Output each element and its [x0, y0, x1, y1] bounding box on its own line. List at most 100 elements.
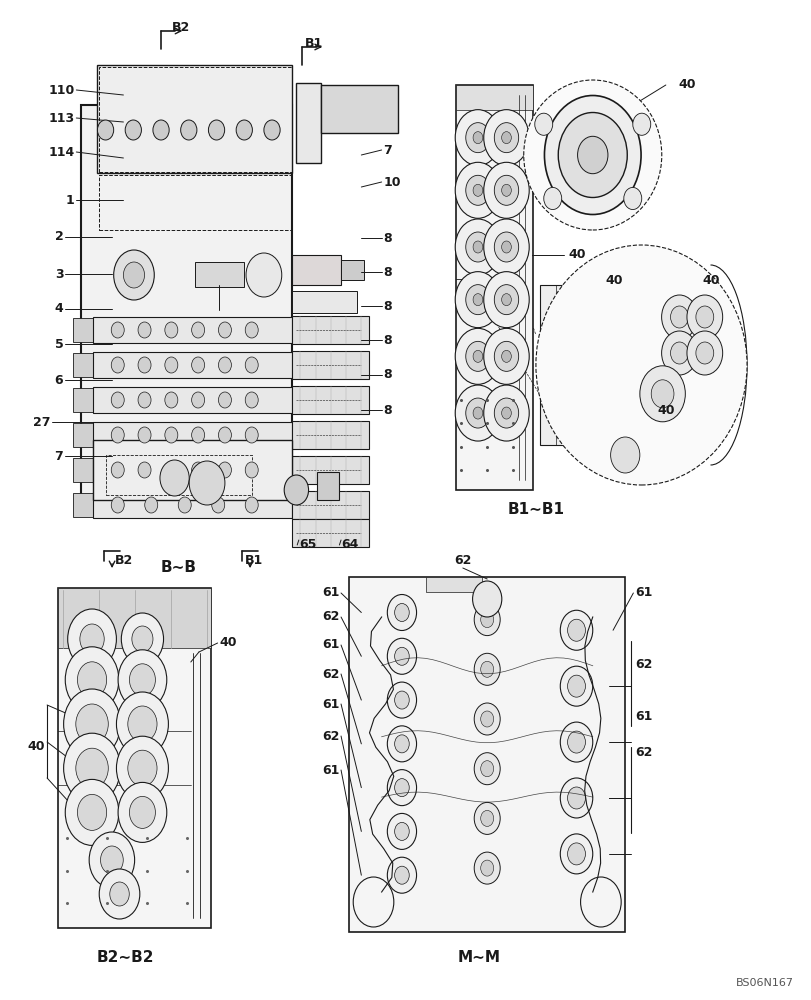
- Text: B1: B1: [244, 554, 262, 567]
- Bar: [349, 577, 624, 932]
- Text: 40: 40: [568, 248, 586, 261]
- Circle shape: [534, 113, 552, 135]
- Circle shape: [543, 187, 561, 210]
- Circle shape: [494, 341, 518, 371]
- Circle shape: [218, 427, 231, 443]
- Circle shape: [661, 295, 697, 339]
- Bar: [73, 353, 93, 377]
- Circle shape: [695, 306, 713, 328]
- Text: B1∼B1: B1∼B1: [507, 502, 564, 518]
- Circle shape: [494, 175, 518, 205]
- Circle shape: [466, 398, 490, 428]
- Circle shape: [474, 703, 500, 735]
- Circle shape: [558, 112, 626, 198]
- Text: 2: 2: [54, 231, 63, 243]
- Circle shape: [114, 250, 154, 300]
- Circle shape: [394, 779, 409, 797]
- Circle shape: [160, 460, 189, 496]
- Text: 61: 61: [634, 710, 651, 724]
- Circle shape: [610, 437, 639, 473]
- Circle shape: [472, 581, 501, 617]
- Circle shape: [218, 322, 231, 338]
- Text: 62: 62: [634, 746, 651, 758]
- Circle shape: [560, 610, 592, 650]
- Circle shape: [246, 253, 281, 297]
- Circle shape: [75, 748, 108, 788]
- Circle shape: [218, 392, 231, 408]
- Circle shape: [245, 462, 258, 478]
- Text: B2: B2: [172, 21, 190, 34]
- Circle shape: [111, 427, 124, 443]
- Circle shape: [567, 731, 585, 753]
- Circle shape: [109, 882, 129, 906]
- Circle shape: [99, 869, 139, 919]
- Bar: [292, 355, 307, 375]
- Circle shape: [129, 796, 155, 828]
- Text: 114: 114: [49, 145, 75, 158]
- Bar: [341, 260, 363, 280]
- Text: 40: 40: [604, 273, 622, 286]
- Text: 3: 3: [54, 267, 63, 280]
- Circle shape: [394, 866, 409, 884]
- Text: 62: 62: [453, 554, 471, 566]
- Circle shape: [138, 322, 151, 338]
- Text: 27: 27: [32, 416, 50, 428]
- Bar: [292, 320, 307, 340]
- Bar: [99, 175, 291, 230]
- Circle shape: [480, 810, 493, 826]
- Circle shape: [165, 322, 178, 338]
- Circle shape: [387, 770, 416, 806]
- Text: 8: 8: [383, 403, 392, 416]
- Circle shape: [474, 653, 500, 685]
- Text: 61: 61: [322, 764, 339, 776]
- Circle shape: [387, 813, 416, 849]
- Bar: [292, 456, 369, 484]
- Bar: [99, 67, 291, 172]
- Text: 40: 40: [677, 79, 695, 92]
- Bar: [93, 457, 292, 483]
- Circle shape: [387, 594, 416, 631]
- Bar: [292, 386, 369, 414]
- Circle shape: [480, 661, 493, 677]
- Circle shape: [284, 475, 308, 505]
- Bar: [292, 425, 307, 445]
- Circle shape: [577, 136, 607, 174]
- Circle shape: [494, 123, 518, 153]
- Circle shape: [501, 184, 511, 196]
- Circle shape: [473, 132, 483, 144]
- Circle shape: [483, 385, 529, 441]
- Circle shape: [121, 613, 163, 665]
- Circle shape: [89, 832, 135, 888]
- Bar: [58, 588, 211, 928]
- Circle shape: [466, 285, 490, 315]
- Circle shape: [473, 184, 483, 196]
- Circle shape: [670, 306, 688, 328]
- Circle shape: [494, 285, 518, 315]
- Circle shape: [567, 619, 585, 641]
- Circle shape: [567, 787, 585, 809]
- Text: B2∼B2: B2∼B2: [97, 950, 154, 966]
- Text: 61: 61: [322, 639, 339, 652]
- Circle shape: [483, 272, 529, 328]
- Circle shape: [245, 497, 258, 513]
- Circle shape: [474, 852, 500, 884]
- Bar: [292, 255, 341, 285]
- Bar: [93, 352, 292, 378]
- Circle shape: [111, 357, 124, 373]
- Circle shape: [480, 612, 493, 628]
- Circle shape: [191, 462, 204, 478]
- Circle shape: [686, 331, 722, 375]
- Circle shape: [560, 722, 592, 762]
- Circle shape: [474, 604, 500, 636]
- Bar: [93, 317, 292, 343]
- Circle shape: [473, 407, 483, 419]
- Circle shape: [494, 232, 518, 262]
- Circle shape: [639, 366, 684, 422]
- Circle shape: [65, 647, 118, 713]
- Circle shape: [623, 187, 641, 210]
- Bar: [320, 85, 397, 133]
- Ellipse shape: [535, 245, 746, 485]
- Circle shape: [129, 664, 155, 696]
- Text: 4: 4: [54, 302, 63, 316]
- Circle shape: [473, 294, 483, 306]
